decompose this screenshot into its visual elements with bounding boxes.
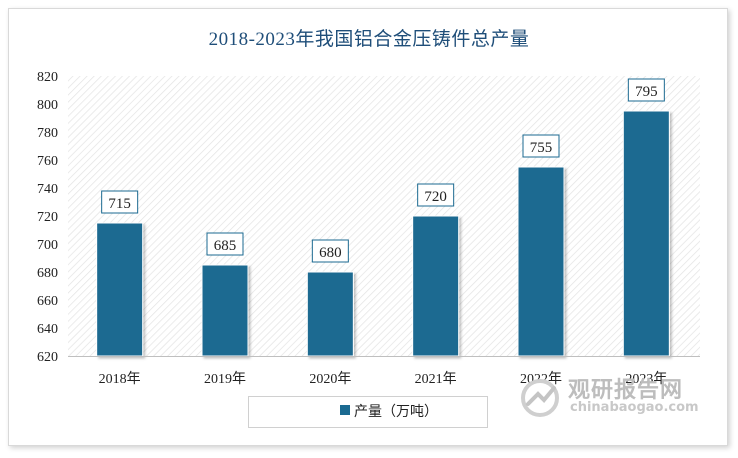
bar <box>412 215 460 357</box>
bars: 715 685 680 720 755 795 <box>96 78 670 357</box>
data-label: 755 <box>530 140 553 156</box>
bar <box>96 222 144 357</box>
data-label-box <box>311 239 349 263</box>
chart-title: 2018-2023年我国铝合金压铸件总产量 <box>208 29 530 50</box>
y-axis: 620 640 660 680 700 720 740 760 780 800 820 <box>37 70 58 365</box>
watermark-url: chinabaogao.com <box>570 400 699 415</box>
bar <box>517 166 565 357</box>
data-label-box <box>627 78 665 102</box>
data-label-box <box>417 183 455 207</box>
y-tick-label: 620 <box>37 350 58 365</box>
legend-swatch <box>340 405 350 415</box>
y-tick-label: 720 <box>37 210 58 225</box>
data-label-box <box>206 232 244 256</box>
watermark-logo-icon <box>521 379 559 417</box>
x-axis: 2018年 2019年 2020年 2021年 2022年 2023年 <box>68 356 700 387</box>
watermark-name: 观研报告网 <box>568 378 684 403</box>
legend-label: 产量（万吨） <box>354 404 438 420</box>
data-label-box <box>522 134 560 158</box>
y-tick-label: 740 <box>37 182 58 197</box>
y-tick-label: 640 <box>37 322 58 337</box>
y-tick-label: 780 <box>37 126 58 141</box>
data-label-box <box>101 190 139 214</box>
x-tick-label: 2019年 <box>204 371 246 387</box>
data-label: 720 <box>424 189 447 205</box>
data-label: 685 <box>214 238 237 254</box>
x-tick-label: 2023年 <box>625 371 667 387</box>
x-tick-label: 2018年 <box>99 371 141 387</box>
bar <box>622 110 670 357</box>
y-tick-label: 760 <box>37 154 58 169</box>
data-label: 680 <box>319 245 342 261</box>
y-tick-label: 680 <box>37 266 58 281</box>
bar <box>201 264 249 357</box>
plot-area <box>68 76 700 356</box>
y-tick-label: 660 <box>37 294 58 309</box>
y-tick-label: 800 <box>37 98 58 113</box>
data-label: 715 <box>108 196 131 212</box>
y-tick-label: 700 <box>37 238 58 253</box>
y-tick-label: 820 <box>37 70 58 85</box>
bar <box>306 271 354 357</box>
x-tick-label: 2020年 <box>309 371 351 387</box>
x-tick-label: 2021年 <box>415 371 457 387</box>
legend <box>248 396 488 428</box>
data-label: 795 <box>635 84 658 100</box>
